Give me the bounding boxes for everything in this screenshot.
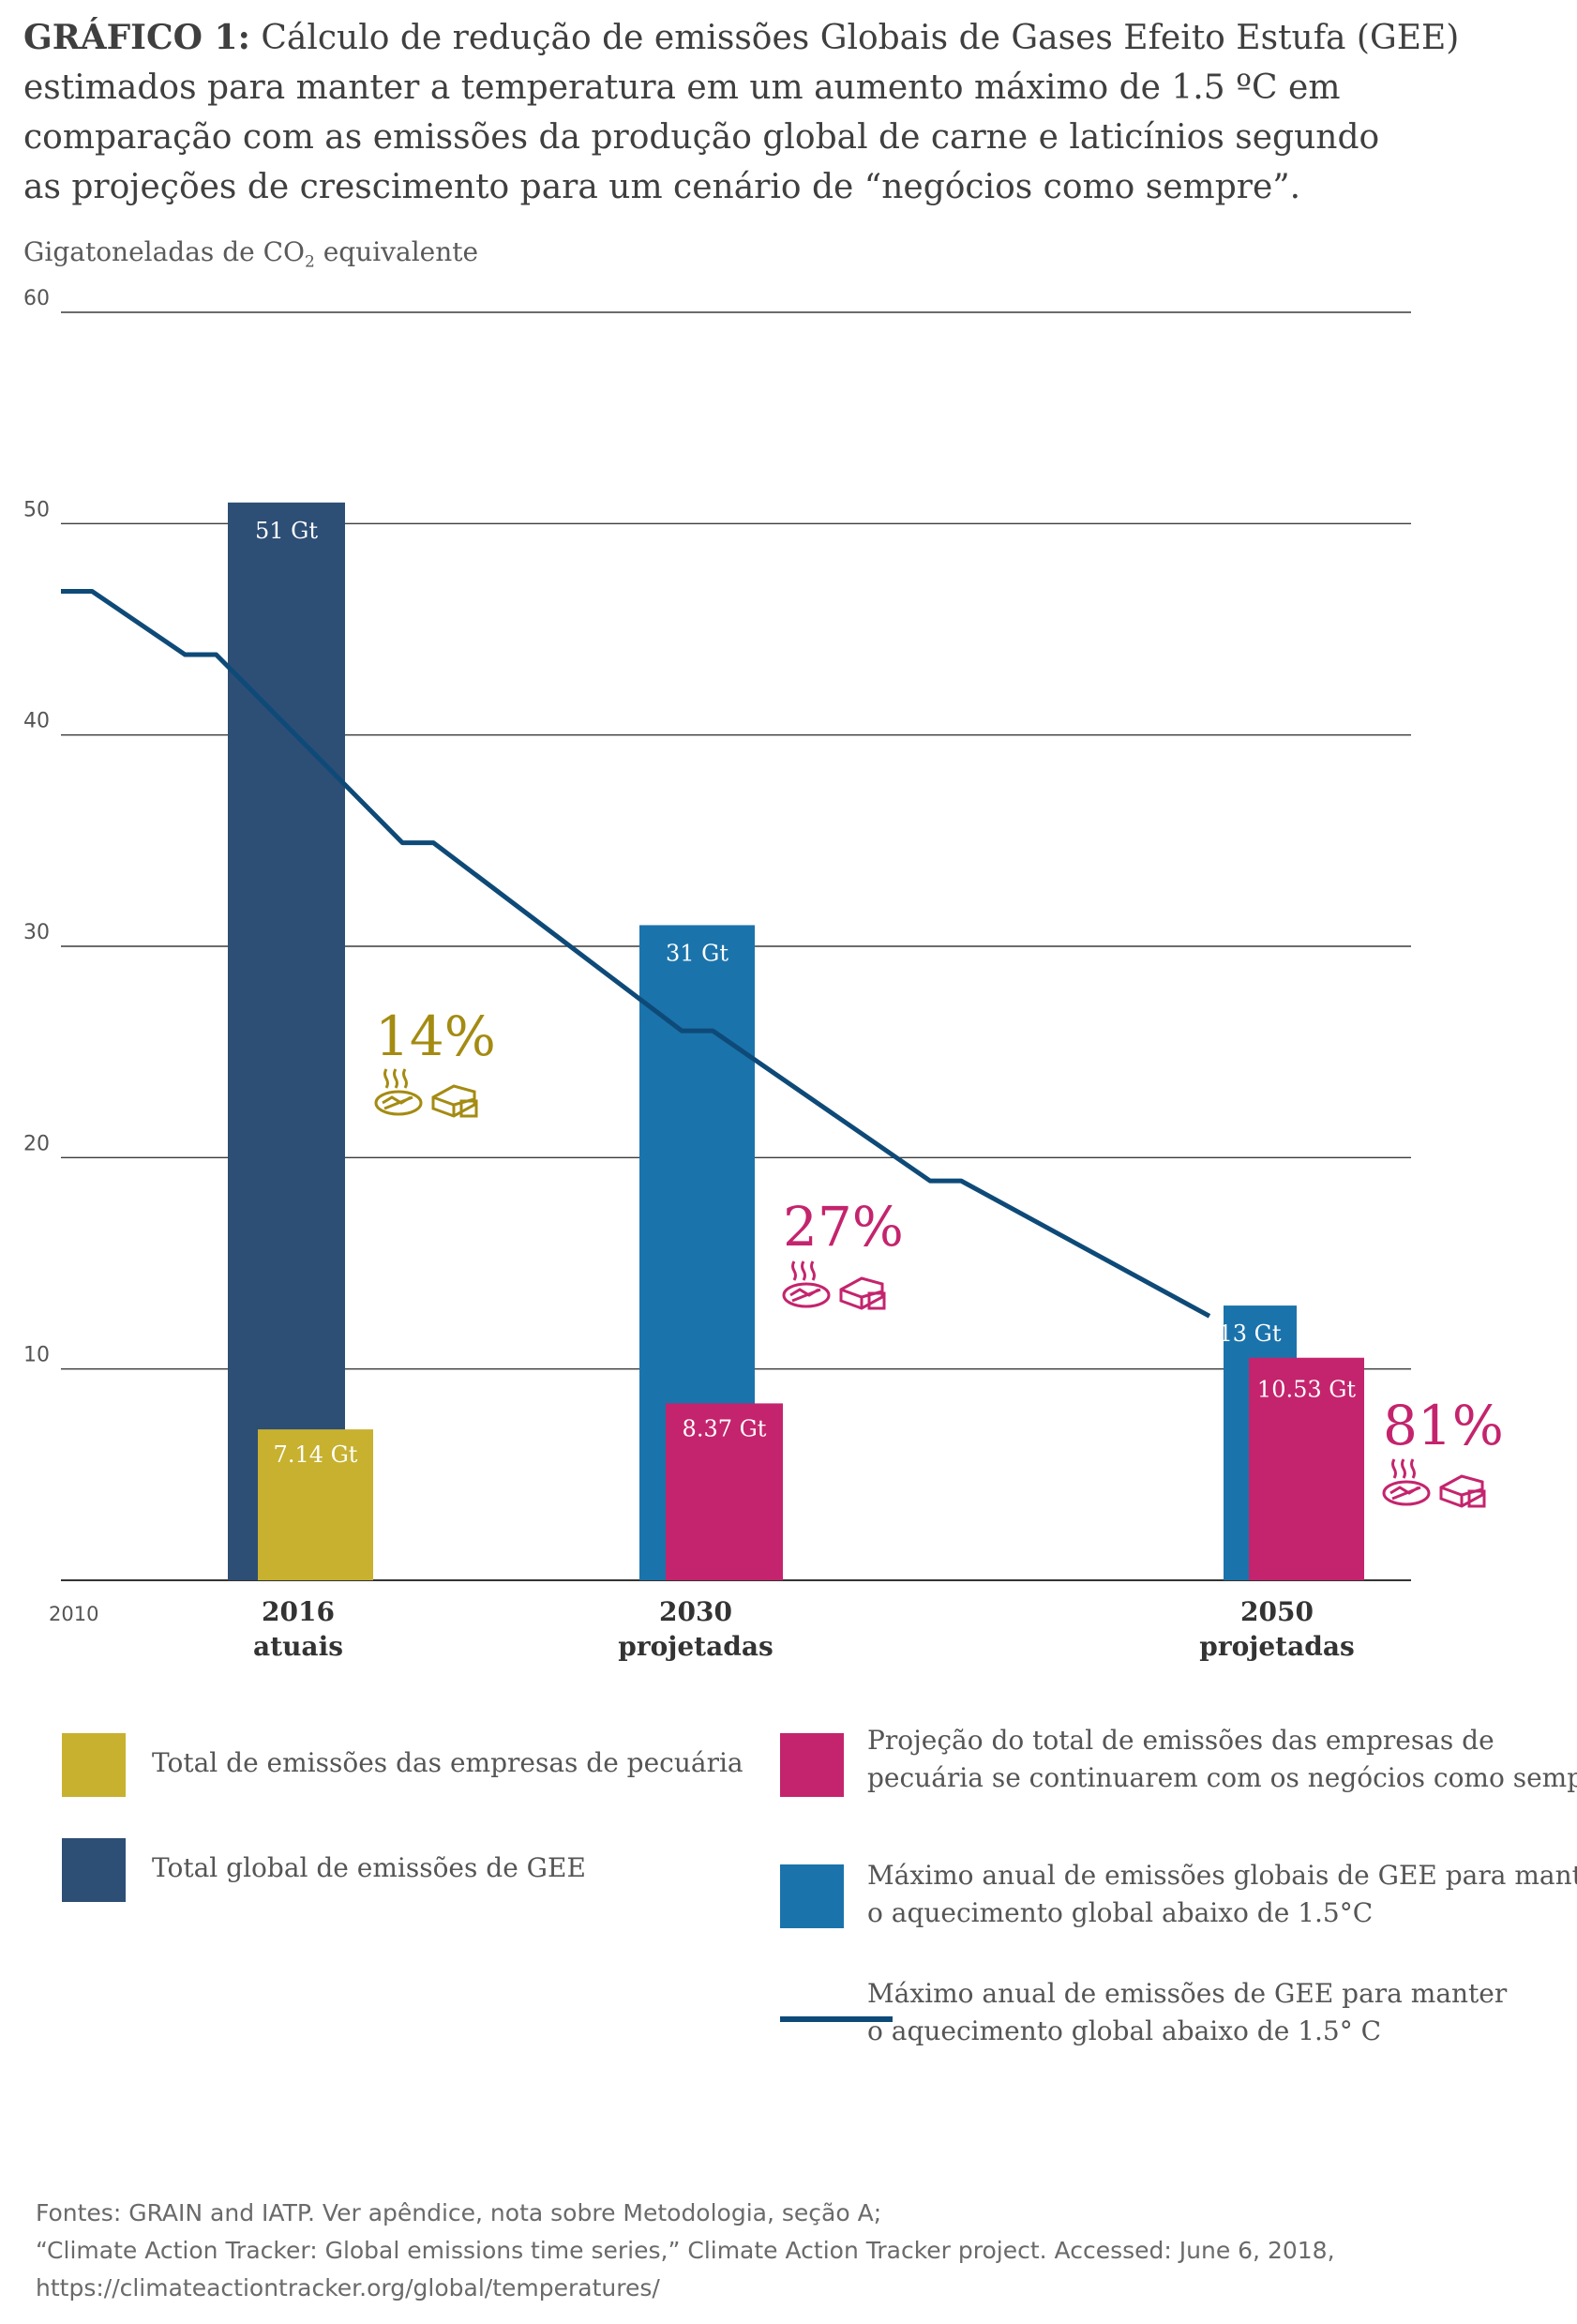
bar-label-2030-livestock: 8.37 Gt xyxy=(683,1415,767,1441)
bar-label-2030-total: 31 Gt xyxy=(666,940,728,966)
bar-label-2016-total: 51 Gt xyxy=(255,518,318,544)
title-line-4: as projeções de crescimento para um cená… xyxy=(23,168,1301,206)
percent-2016: 14% xyxy=(375,1004,496,1068)
legend-label-navy: Total global de emissões de GEE xyxy=(152,1852,586,1883)
title-lead: GRÁFICO 1: xyxy=(23,18,250,57)
legend-label-blue-1: Máximo anual de emissões globais de GEE … xyxy=(867,1860,1577,1891)
y-axis-label-prefix: Gigatoneladas de CO xyxy=(23,236,305,267)
title-text-1: Cálculo de redução de emissões Globais d… xyxy=(249,19,1460,57)
x-label-year-2030: 2030 xyxy=(659,1596,732,1627)
percent-2050: 81% xyxy=(1383,1394,1504,1457)
legend-label-line: Máximo anual de emissões de GEE para man… xyxy=(867,1975,1507,2050)
legend-label-line-1: Máximo anual de emissões de GEE para man… xyxy=(867,1978,1508,2009)
x-label-sub-2050: projetadas xyxy=(1199,1631,1355,1662)
bar-label-2050-total: 13 Gt xyxy=(1219,1320,1282,1347)
bar-label-2016-livestock: 7.14 Gt xyxy=(274,1441,358,1468)
title-line-2: estimados para manter a temperatura em u… xyxy=(23,68,1341,107)
y-tick-label-10: 10 xyxy=(23,1344,50,1367)
legend-label-gold: Total de emissões das empresas de pecuár… xyxy=(152,1747,743,1778)
x-label-year-2050: 2050 xyxy=(1240,1596,1314,1627)
y-axis-label-sub: 2 xyxy=(304,252,315,272)
x-label-sub-2016: atuais xyxy=(253,1631,343,1662)
y-tick-label-50: 50 xyxy=(23,498,50,521)
y-tick-label-60: 60 xyxy=(23,287,50,310)
legend-line-sample xyxy=(780,2016,893,2022)
y-tick-label-20: 20 xyxy=(23,1132,50,1155)
legend-label-blue-2: o aquecimento global abaixo de 1.5°C xyxy=(867,1897,1374,1928)
source-line-3: https://climateactiontracker.org/global/… xyxy=(36,2274,660,2301)
legend-label-magenta-1: Projeção do total de emissões das empres… xyxy=(867,1725,1494,1756)
legend-label-line-2: o aquecimento global abaixo de 1.5° C xyxy=(867,2015,1382,2046)
legend-swatch-gold xyxy=(62,1733,126,1797)
bar-2050-livestock xyxy=(1249,1357,1364,1580)
y-axis-label: Gigatoneladas de CO2 equivalente xyxy=(23,236,478,272)
x-label-year-2016: 2016 xyxy=(262,1596,335,1627)
legend-label-magenta: Projeção do total de emissões das empres… xyxy=(867,1722,1577,1797)
source-note: Fontes: GRAIN and IATP. Ver apêndice, no… xyxy=(36,2195,1335,2307)
legend-swatch-blue xyxy=(780,1864,844,1928)
bar-2016-total xyxy=(228,502,345,1580)
x-label-sub-2030: projetadas xyxy=(618,1631,773,1662)
source-line-2: “Climate Action Tracker: Global emission… xyxy=(36,2237,1335,2264)
legend-swatch-navy xyxy=(62,1838,126,1902)
line-series-max-emissions xyxy=(61,588,1211,1319)
meat-cheese-icon xyxy=(1382,1458,1486,1508)
y-tick-label-40: 40 xyxy=(23,710,50,733)
legend-swatch-magenta xyxy=(780,1733,844,1797)
source-line-1: Fontes: GRAIN and IATP. Ver apêndice, no… xyxy=(36,2199,882,2226)
meat-cheese-icon xyxy=(782,1260,886,1310)
title-line-3: comparação com as emissões da produção g… xyxy=(23,118,1380,157)
legend-label-blue: Máximo anual de emissões globais de GEE … xyxy=(867,1857,1577,1932)
title-line-1: GRÁFICO 1: Cálculo de redução de emissõe… xyxy=(23,13,1524,63)
meat-cheese-icon xyxy=(374,1068,478,1118)
chart-title: GRÁFICO 1: Cálculo de redução de emissõe… xyxy=(23,13,1524,212)
bar-2030-livestock xyxy=(666,1403,783,1580)
bar-label-2050-livestock: 10.53 Gt xyxy=(1257,1377,1357,1403)
percent-2030: 27% xyxy=(783,1195,904,1259)
legend-label-magenta-2: pecuária se continuarem com os negócios … xyxy=(867,1762,1577,1793)
y-tick-label-30: 30 xyxy=(23,921,50,944)
y-axis-label-suffix: equivalente xyxy=(314,236,479,267)
x-start-label: 2010 xyxy=(49,1603,98,1625)
bar-2016-livestock xyxy=(258,1429,373,1580)
